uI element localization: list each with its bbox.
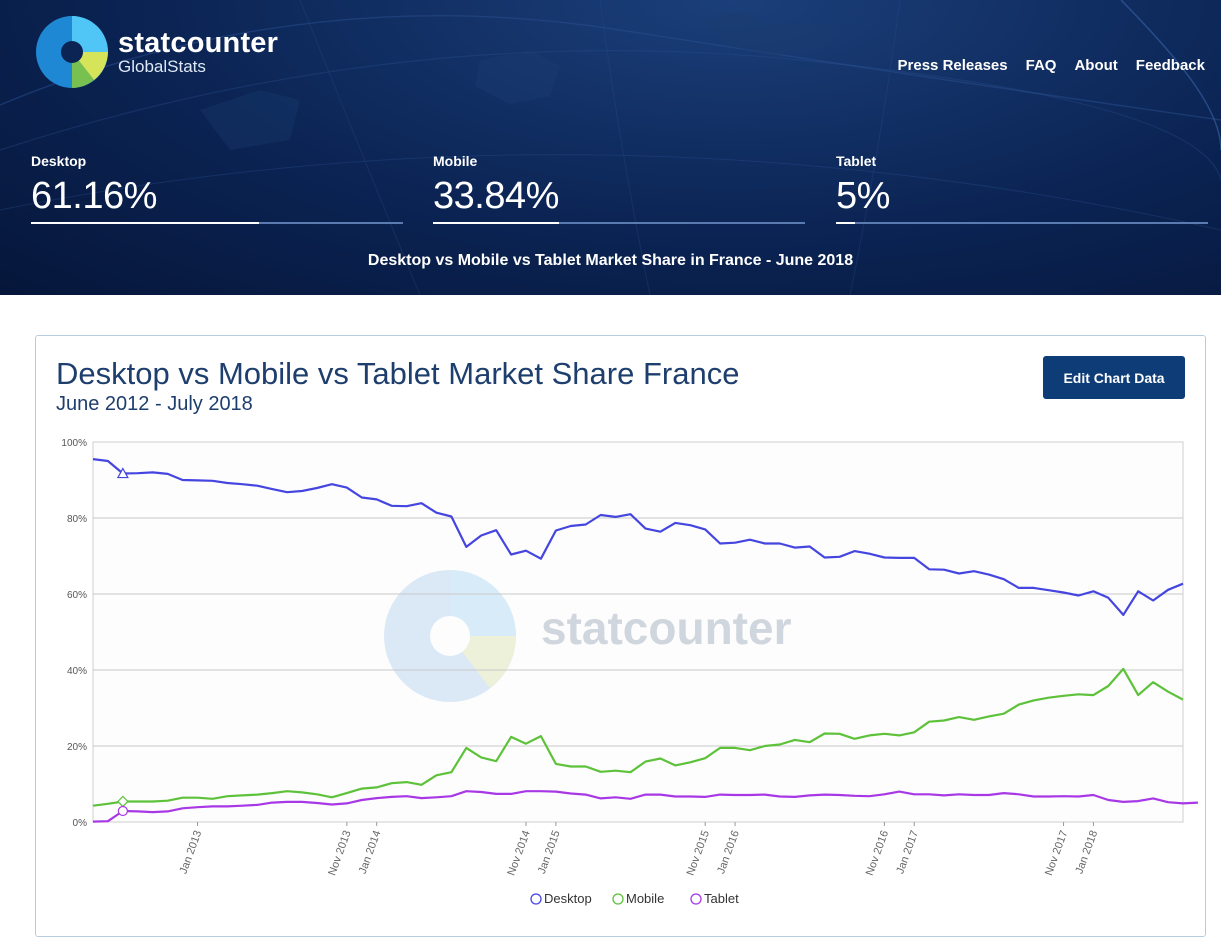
watermark-logo-hole — [430, 616, 470, 656]
statcounter-logo[interactable]: statcounter GlobalStats — [34, 14, 278, 90]
plot-area — [92, 441, 1184, 823]
edit-chart-data-button[interactable]: Edit Chart Data — [1043, 356, 1185, 399]
stat-desktop-bar — [31, 222, 403, 224]
stat-tablet-label: Tablet — [836, 153, 877, 169]
x-tick-label: Nov 2016 — [864, 829, 891, 877]
stat-tablet: Tablet 5% — [836, 153, 1208, 224]
x-tick-label: Jan 2016 — [715, 829, 742, 876]
nav-press-releases[interactable]: Press Releases — [897, 57, 1008, 74]
x-tick-label: Jan 2017 — [894, 829, 921, 876]
desktop-series-line — [92, 458, 1184, 616]
stat-mobile: Mobile 33.84% — [433, 153, 805, 224]
stat-mobile-bar-fill — [433, 222, 559, 224]
stat-desktop-label: Desktop — [31, 153, 87, 169]
chart-panel: Desktop vs Mobile vs Tablet Market Share… — [35, 335, 1206, 937]
chart-title: Desktop vs Mobile vs Tablet Market Share… — [56, 356, 740, 391]
stat-mobile-value: 33.84% — [433, 175, 559, 217]
chart-subtitle: June 2012 - July 2018 — [56, 393, 253, 415]
brand-subtitle: GlobalStats — [118, 57, 206, 76]
brand-name: statcounter — [118, 27, 279, 59]
x-tick-label: Nov 2017 — [1043, 829, 1070, 877]
nav-feedback[interactable]: Feedback — [1135, 57, 1205, 74]
nav-about[interactable]: About — [1074, 57, 1118, 74]
line-chart: statcounter 0% 20% 40% 60% 80% 100% Jan 2013 Nov… — [61, 438, 1198, 906]
mobile-series-line — [92, 667, 1184, 807]
x-tick-label: Jan 2015 — [536, 829, 563, 876]
stat-tablet-bar — [836, 222, 1208, 224]
legend-tablet-icon — [690, 893, 702, 905]
y-tick-label: 80% — [67, 514, 87, 525]
x-tick-label: Nov 2015 — [685, 829, 712, 877]
x-tick-label: Jan 2018 — [1073, 829, 1100, 876]
x-tick-label: Jan 2014 — [357, 829, 384, 876]
legend-mobile-icon — [612, 893, 624, 905]
watermark-logo-slice — [450, 570, 516, 636]
tablet-series-line — [92, 790, 1198, 823]
y-tick-label: 0% — [73, 818, 88, 829]
legend-mobile: Mobile — [626, 891, 664, 906]
watermark-text: statcounter — [541, 602, 792, 654]
tablet-marker — [117, 805, 128, 817]
x-tick-label: Jan 2013 — [178, 829, 205, 876]
y-tick-label: 40% — [67, 666, 87, 677]
headline: Desktop vs Mobile vs Tablet Market Share… — [367, 252, 854, 269]
legend-desktop: Desktop — [544, 891, 592, 906]
y-tick-label: 20% — [67, 742, 87, 753]
stat-tablet-value: 5% — [836, 175, 890, 217]
nav-faq[interactable]: FAQ — [1025, 57, 1057, 74]
y-tick-label: 60% — [67, 590, 87, 601]
stat-tablet-bar-fill — [836, 222, 855, 224]
statcounter-logo-icon — [36, 16, 108, 88]
stat-desktop: Desktop 61.16% — [31, 153, 403, 224]
x-tick-label: Nov 2014 — [505, 829, 532, 877]
legend-tablet: Tablet — [704, 891, 739, 906]
y-tick-label: 100% — [61, 438, 87, 449]
stat-desktop-bar-fill — [31, 222, 259, 224]
site-header: statcounter GlobalStats Press Releases F… — [0, 0, 1221, 295]
world-map-background — [0, 0, 1221, 295]
watermark-logo-slice — [450, 636, 516, 688]
stat-mobile-bar — [433, 222, 805, 224]
top-nav: Press Releases FAQ About Feedback — [898, 57, 1205, 74]
desktop-marker — [116, 467, 129, 479]
x-tick-label: Nov 2013 — [326, 829, 353, 877]
stat-desktop-value: 61.16% — [31, 175, 157, 217]
legend-desktop-icon — [530, 893, 542, 905]
stat-mobile-label: Mobile — [433, 153, 478, 169]
